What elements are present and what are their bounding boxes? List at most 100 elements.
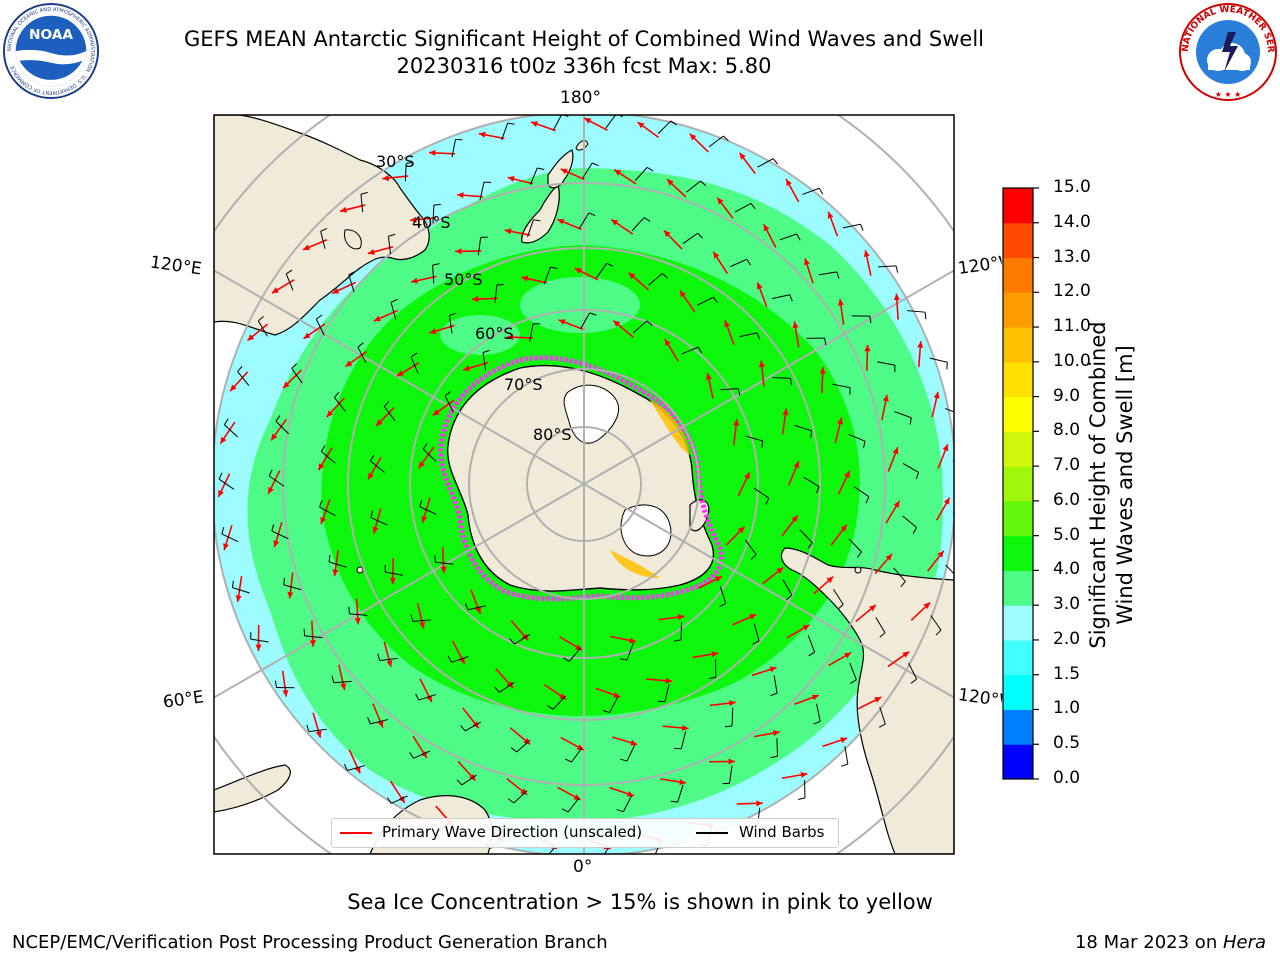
colorbar-label: Significant Height of Combined Wind Wave…: [1085, 255, 1139, 715]
wave-direction-arrowhead: [840, 737, 848, 744]
wind-barb: [719, 586, 727, 604]
wave-direction-arrowhead: [419, 621, 426, 629]
wave-direction-arrowhead: [728, 758, 735, 765]
wind-barb: [419, 506, 437, 515]
colorbar-block: [1003, 535, 1033, 571]
wind-barb-flag: [237, 365, 243, 372]
tasmania: [343, 229, 362, 250]
colorbar-tick-label: 0.5: [1053, 733, 1081, 754]
wind-barb-flag: [589, 312, 597, 316]
colorbar-block: [1003, 396, 1033, 432]
wind-barb-flag: [879, 632, 886, 638]
wave-direction-arrowhead: [287, 591, 294, 599]
wind-barb: [308, 728, 327, 733]
wind-barb: [413, 750, 431, 759]
wind-barb-flag: [824, 337, 827, 346]
wave-direction-arrowhead: [679, 778, 686, 785]
wind-barb-flag: [275, 415, 281, 422]
wind-barb-flag: [646, 320, 653, 326]
wind-barb: [677, 784, 684, 803]
wind-barb: [816, 703, 821, 722]
wind-barb: [848, 433, 866, 442]
wave-direction-arrowhead: [375, 419, 383, 427]
wind-barb: [548, 845, 557, 854]
wave-direction-arrowhead: [630, 739, 638, 746]
wave-direction-arrowhead: [826, 576, 834, 584]
wind-barb: [567, 797, 580, 813]
wind-barb: [580, 312, 591, 329]
madagascar: [214, 764, 291, 813]
wind-barb-legend-swatch: [696, 832, 728, 834]
wind-barb: [501, 122, 509, 141]
wind-barb: [552, 695, 566, 710]
lat-label-60s: 60°S: [475, 324, 514, 343]
wind-barb-flag: [816, 486, 820, 494]
wind-barb: [435, 561, 454, 565]
sea-ice-note: Sea Ice Concentration > 15% is shown in …: [347, 890, 933, 914]
wave-direction-arrowhead: [733, 419, 740, 426]
wind-barb-flag: [231, 580, 234, 588]
wave-direction-arrowhead: [520, 788, 528, 795]
svg-text:★ ★ ★: ★ ★ ★: [1215, 90, 1242, 99]
wind-barb-flag: [602, 709, 610, 714]
wind-barb: [479, 182, 485, 200]
wind-barb: [632, 320, 648, 334]
wave-direction-arrowhead: [218, 490, 224, 498]
wind-barb: [807, 635, 816, 653]
wave-direction-arrowhead: [737, 526, 745, 534]
colorbar-tick-label: 13.0: [1053, 246, 1091, 267]
wind-barb-flag: [789, 294, 793, 302]
colorbar-tick-label: 2.0: [1053, 628, 1081, 649]
meridian-120e: [214, 269, 585, 485]
colorbar-block: [1003, 570, 1033, 606]
wind-barb: [945, 564, 954, 575]
wind-barb: [739, 332, 758, 338]
wind-barb: [448, 315, 453, 334]
wind-barb: [461, 774, 478, 786]
wind-barb: [818, 271, 837, 276]
wave-direction-arrowhead: [389, 577, 396, 585]
wave-direction-arrowhead: [758, 360, 765, 368]
wave-direction-arrowhead: [523, 738, 531, 745]
wave-direction-arrowhead: [318, 463, 325, 471]
wind-barb-flag: [910, 678, 917, 684]
wave-direction-arrowhead: [744, 472, 750, 480]
wind-barb-flag: [306, 724, 310, 732]
wind-barb: [218, 478, 235, 490]
wind-barb-flag: [813, 720, 821, 725]
wave-direction-arrowhead: [469, 773, 476, 781]
wind-barb-flag: [807, 542, 813, 549]
wind-barb-flag: [713, 296, 718, 304]
wind-barb-flag: [388, 233, 396, 237]
wind-barb-flag: [422, 443, 428, 450]
wave-direction-arrowhead: [613, 691, 621, 698]
new-zealand-south: [521, 183, 560, 244]
wind-barb-flag: [796, 233, 801, 241]
wave-direction-arrowhead: [557, 219, 565, 225]
wind-barb-flag: [606, 262, 614, 267]
wind-barb-flag: [419, 499, 423, 507]
wave-direction-arrowhead: [283, 381, 290, 389]
wave-direction-arrowhead: [772, 730, 780, 737]
wind-barb-flag: [750, 203, 756, 210]
wave-direction-arrowhead: [255, 644, 262, 651]
wind-barb: [907, 310, 926, 313]
wind-barb-flag: [620, 758, 628, 762]
wave-direction-legend-label: Primary Wave Direction (unscaled): [382, 823, 643, 841]
wind-barb: [879, 706, 886, 725]
wave-direction-arrowhead: [917, 341, 924, 348]
wind-barb: [224, 424, 238, 438]
wave-direction-arrowhead: [864, 344, 871, 352]
meridian-60e: [214, 483, 585, 699]
wind-barb-legend-label: Wind Barbs: [739, 823, 825, 841]
wind-barb: [570, 747, 583, 763]
wave-direction-arrowhead: [574, 268, 582, 274]
wind-barb-flag: [370, 510, 374, 518]
wave-direction-arrowhead: [689, 133, 697, 141]
wind-barb-flag: [697, 232, 703, 239]
colorbar-tick-label: 1.5: [1053, 663, 1081, 684]
wind-barb-flag: [563, 657, 570, 662]
wind-barb: [347, 765, 365, 772]
wave-direction-arrowhead: [455, 248, 462, 255]
wind-barb: [657, 120, 672, 135]
